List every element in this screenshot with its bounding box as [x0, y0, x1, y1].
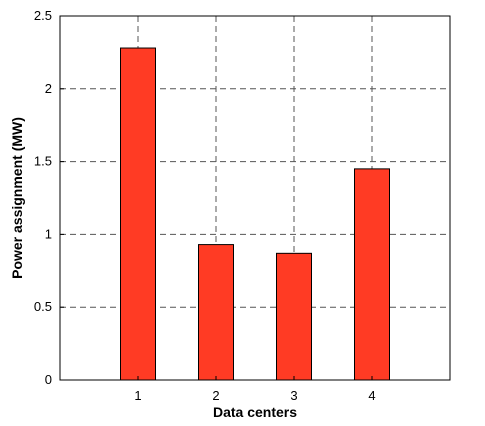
y-tick-label: 1.5	[34, 154, 52, 169]
y-axis-ticks: 0 0.5 1 1.5 2 2.5	[34, 8, 64, 387]
y-axis-title: Power assignment (MW)	[9, 117, 25, 279]
y-tick-label: 2	[45, 81, 52, 96]
y-tick-label: 1	[45, 226, 52, 241]
x-tick-label: 1	[134, 388, 141, 403]
bar-data-center-1	[120, 47, 156, 381]
y-tick-label: 0.5	[34, 299, 52, 314]
grid-lines	[60, 16, 450, 380]
x-tick-label: 4	[368, 388, 375, 403]
x-tick-label: 3	[290, 388, 297, 403]
plot-area-frame	[59, 15, 451, 381]
bar-data-center-4	[354, 168, 390, 381]
bar-data-center-3	[276, 252, 312, 381]
x-tick-label: 2	[212, 388, 219, 403]
x-axis-title: Data centers	[213, 404, 297, 420]
y-tick-label: 0	[45, 372, 52, 387]
x-axis-ticks: 1 2 3 4	[134, 376, 376, 403]
y-tick-label: 2.5	[34, 8, 52, 23]
bar-data-center-2	[198, 244, 234, 381]
bars	[120, 47, 390, 381]
